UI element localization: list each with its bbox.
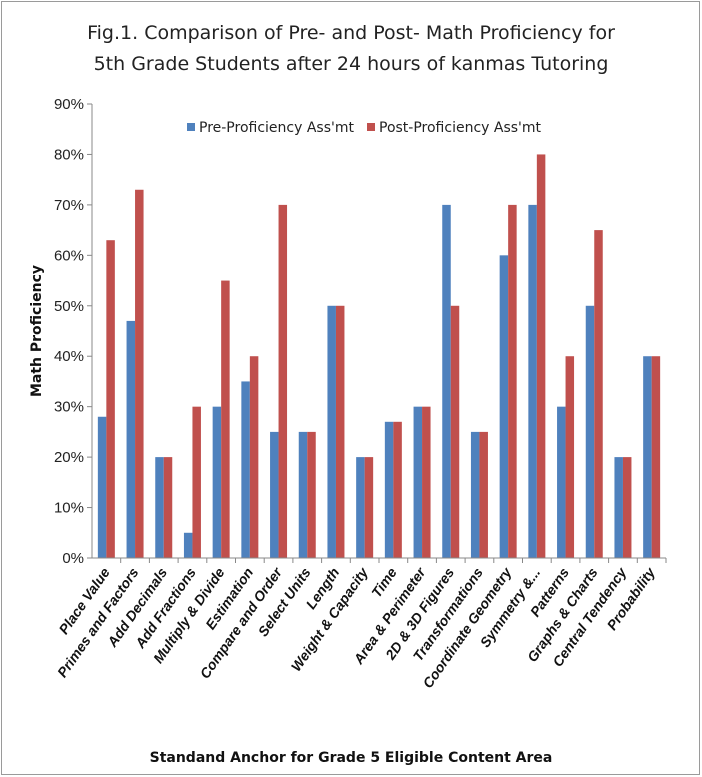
bar-pre-proficiency [643,356,652,558]
bar-post-proficiency [422,406,431,558]
y-tick-label: 0% [62,550,84,567]
bar-pre-proficiency [327,305,336,558]
bar-pre-proficiency [97,416,107,558]
chart-title-line-2: 5th Grade Students after 24 hours of kan… [94,53,609,75]
y-tick-label: 30% [54,399,84,416]
bar-post-proficiency [106,240,115,558]
y-tick-label: 90% [54,96,84,113]
legend: Pre-Proficiency Ass'mt Post-Proficiency … [187,120,542,136]
bar-pre-proficiency [241,381,250,558]
chart-title-line-1: Fig.1. Comparison of Pre- and Post- Math… [87,22,615,44]
bar-post-proficiency [622,457,632,558]
bar-post-proficiency [651,356,661,558]
bars [97,154,661,559]
legend-swatch-pre [187,123,195,131]
y-tick-label: 80% [54,146,84,163]
bar-pre-proficiency [384,421,394,558]
y-axis-ticks: 0% 10% 20% 30% 40% 50% 60% 70% 80% 90% [54,96,92,567]
y-tick-label: 70% [54,197,84,214]
y-tick-label: 50% [54,298,84,315]
bar-post-proficiency [536,154,546,558]
bar-pre-proficiency [499,255,509,558]
bar-pre-proficiency [212,406,222,558]
bar-pre-proficiency [126,320,136,558]
bar-post-proficiency [565,356,575,558]
bar-pre-proficiency [413,406,423,558]
y-tick-label: 60% [54,247,84,264]
bar-pre-proficiency [557,406,566,558]
bar-pre-proficiency [356,457,365,558]
bar-pre-proficiency [183,532,193,558]
legend-swatch-post [367,123,375,131]
bar-post-proficiency [135,189,144,558]
bar-pre-proficiency [614,457,623,558]
bar-post-proficiency [393,421,402,558]
y-tick-label: 20% [54,449,84,466]
y-tick-label: 10% [54,500,84,517]
bar-post-proficiency [508,204,517,558]
bar-pre-proficiency [585,305,595,558]
bar-pre-proficiency [470,431,480,558]
y-axis-title: Math Proficiency [29,265,45,397]
bar-post-proficiency [307,431,316,558]
bar-pre-proficiency [528,204,537,558]
bar-post-proficiency [479,431,488,558]
bar-pre-proficiency [270,431,279,558]
bar-post-proficiency [163,457,173,558]
y-tick-label: 40% [54,348,84,365]
legend-label-pre: Pre-Proficiency Ass'mt [199,120,354,136]
bar-post-proficiency [249,356,259,558]
bar-post-proficiency [364,457,374,558]
chart-title: Fig.1. Comparison of Pre- and Post- Math… [87,22,615,75]
bar-post-proficiency [335,305,345,558]
bar-post-proficiency [594,230,603,559]
bar-post-proficiency [192,406,201,558]
bar-post-proficiency [221,280,230,558]
bar-pre-proficiency [155,457,164,558]
bar-post-proficiency [278,204,288,558]
bar-pre-proficiency [442,204,451,558]
x-axis-title: Standand Anchor for Grade 5 Eligible Con… [150,750,553,766]
legend-label-post: Post-Proficiency Ass'mt [379,120,542,136]
bar-post-proficiency [450,305,460,558]
bar-pre-proficiency [298,431,308,558]
